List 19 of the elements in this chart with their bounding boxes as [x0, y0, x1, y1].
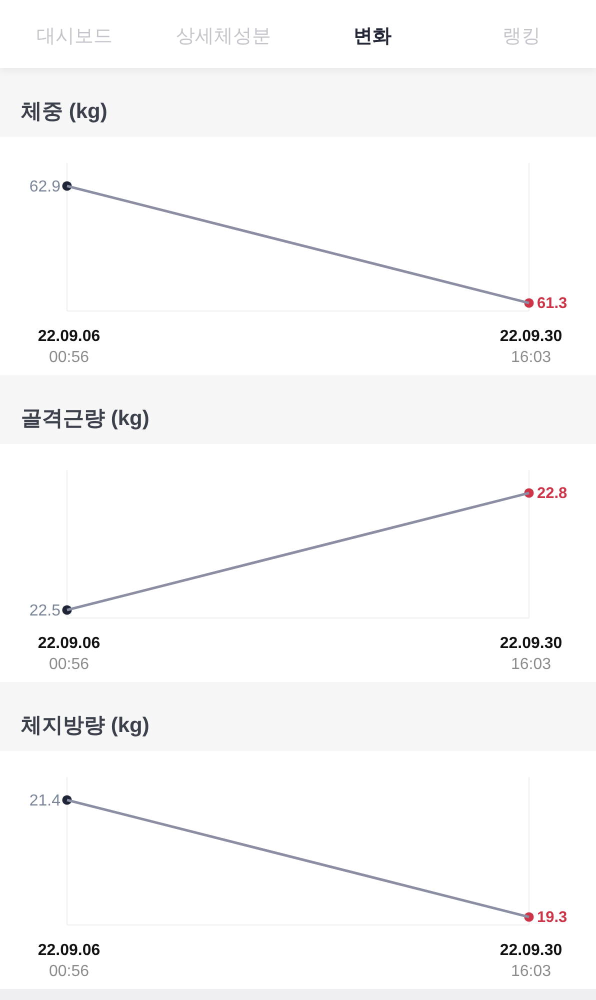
text: 대시보드 — [36, 26, 112, 47]
x-tick-label: 22.09.30 16:03 — [500, 942, 562, 980]
data-label: 62.9 — [29, 178, 61, 196]
x-tick-label: 22.09.06 00:56 — [38, 635, 100, 673]
x-tick-label: 22.09.06 00:56 — [38, 328, 100, 366]
chart-title: 체지방량 (kg) — [20, 714, 150, 737]
data-label: 22.8 — [537, 485, 568, 502]
chart-title: 골격근량 (kg) — [21, 407, 150, 430]
text: 변화 — [354, 26, 392, 47]
data-label: 19.3 — [537, 909, 568, 926]
text: 상세체성분 — [176, 26, 271, 47]
data-label: 22.5 — [29, 602, 61, 620]
x-tick-label: 22.09.30 16:03 — [500, 635, 562, 673]
chart-title: 체중 (kg) — [20, 100, 108, 123]
text: 랭킹 — [502, 26, 540, 47]
data-label: 61.3 — [537, 295, 568, 312]
data-label: 21.4 — [29, 792, 61, 810]
x-tick-label: 22.09.30 16:03 — [500, 328, 562, 366]
x-tick-label: 22.09.06 00:56 — [38, 942, 100, 980]
